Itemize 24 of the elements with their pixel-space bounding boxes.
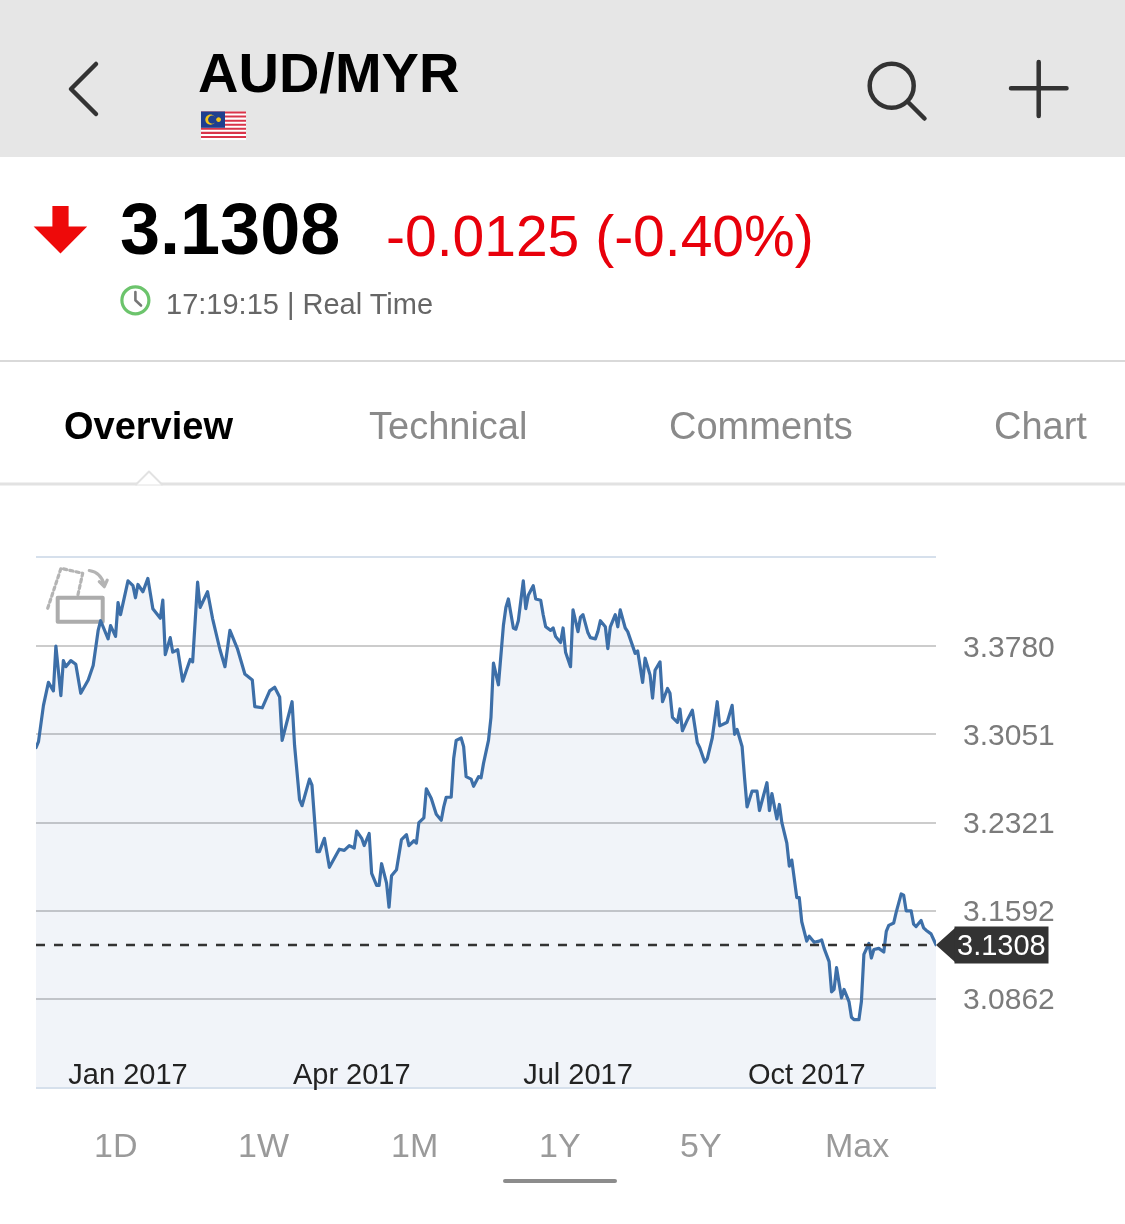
chart-title: AUD/MYR	[198, 40, 460, 104]
text: -0.0125 (-0.40%)	[386, 204, 814, 268]
x-tick-label: Apr 2017	[292, 1058, 411, 1090]
text: 17:19:15 | Real Time	[166, 288, 434, 320]
y-tick-label: 3.0862	[963, 982, 1055, 1016]
x-tick-label: Jul 2017	[523, 1058, 633, 1090]
text: 1M	[391, 1126, 439, 1164]
y-tick-label: 3.2321	[963, 806, 1055, 839]
text: 1Y	[539, 1126, 581, 1164]
text: Overview	[64, 405, 234, 447]
y-tick-label: 3.3780	[963, 629, 1055, 663]
ref-line-label: 3.1308	[957, 929, 1046, 961]
text: Comments	[669, 405, 853, 447]
text: Max	[825, 1126, 890, 1164]
text: 1W	[238, 1126, 289, 1164]
text: 3.1308	[120, 189, 341, 269]
text: 5Y	[680, 1126, 722, 1164]
text: 1D	[94, 1126, 138, 1164]
y-tick-label: 3.1592	[963, 894, 1055, 928]
x-tick-label: Jan 2017	[68, 1058, 188, 1090]
text: Technical	[369, 405, 528, 447]
x-tick-label: Oct 2017	[747, 1058, 866, 1090]
y-tick-label: 3.3051	[963, 717, 1055, 751]
text: Chart	[994, 405, 1088, 447]
